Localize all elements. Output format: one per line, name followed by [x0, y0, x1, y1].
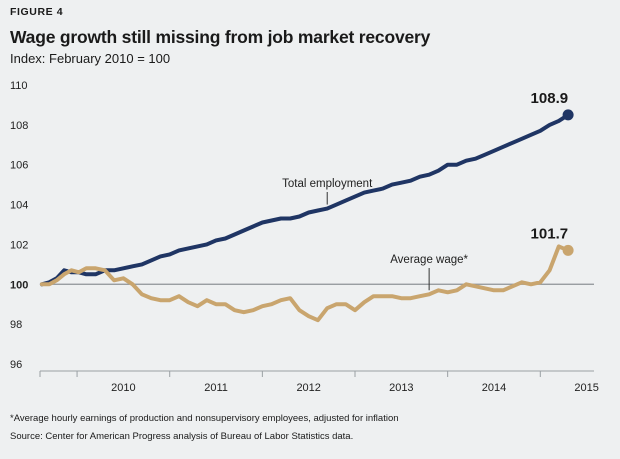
line-chart: 96 98 100 102 104 106 108 110 2010 2011 2012 2013 20…: [10, 80, 599, 394]
y-tick-label: 104: [10, 200, 28, 212]
y-tick-label: 98: [10, 319, 22, 331]
series-end-marker: [562, 109, 574, 121]
annotation-label: Average wage*: [390, 254, 468, 266]
series-end-label: 101.7: [531, 225, 569, 242]
x-tick-label: 2011: [204, 382, 228, 394]
footnote-note: *Average hourly earnings of production a…: [10, 413, 399, 424]
series-end-label: 108.9: [531, 90, 569, 107]
series-line-average-wage: [39, 244, 571, 323]
y-tick-label: 106: [10, 160, 28, 172]
x-tick-label: 2015: [574, 382, 598, 394]
x-tick-label: 2013: [389, 382, 413, 394]
series-line-total-employment: [39, 112, 571, 287]
y-tick-label: 100: [10, 279, 28, 291]
y-tick-label: 102: [10, 239, 28, 251]
chart-title: Wage growth still missing from job marke…: [10, 27, 431, 47]
x-tick-label: 2010: [111, 382, 135, 394]
footnote-source: Source: Center for American Progress ana…: [10, 431, 354, 442]
chart-subtitle: Index: February 2010 = 100: [10, 51, 171, 66]
y-tick-label: 110: [10, 80, 28, 92]
y-tick-label: 96: [10, 359, 22, 371]
annotation-label: Total employment: [282, 178, 373, 190]
x-tick-label: 2012: [296, 382, 320, 394]
y-tick-label: 108: [10, 120, 28, 132]
figure-label: FIGURE 4: [10, 6, 64, 18]
series-end-marker: [562, 244, 574, 256]
x-tick-label: 2014: [482, 382, 506, 394]
